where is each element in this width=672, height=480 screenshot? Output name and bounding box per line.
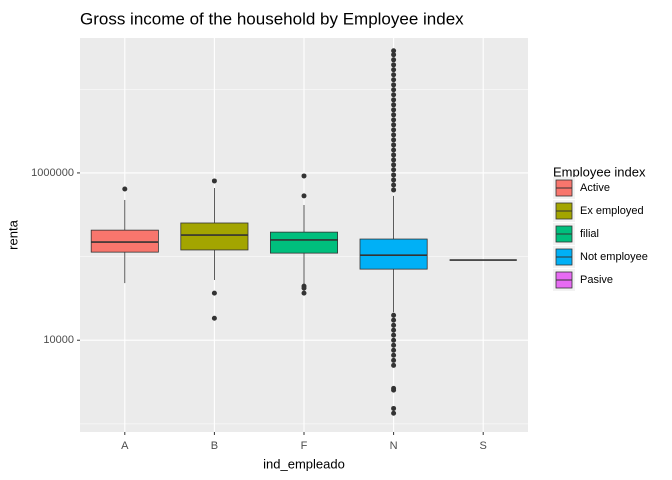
legend-label: Pasive — [580, 274, 613, 286]
x-tick-label: S — [480, 440, 487, 452]
outlier — [391, 127, 397, 133]
outlier — [391, 82, 397, 88]
outlier — [391, 117, 397, 123]
box — [90, 229, 159, 253]
outlier — [211, 178, 217, 184]
x-tick-label: A — [121, 440, 129, 452]
outlier — [211, 315, 217, 321]
legend-label: filial — [580, 228, 599, 240]
outlier — [391, 357, 397, 363]
outlier — [391, 77, 397, 83]
box — [180, 222, 249, 251]
outlier — [391, 67, 397, 73]
x-tick-label: F — [301, 440, 308, 452]
legend-label: Ex employed — [580, 205, 644, 217]
outlier — [391, 48, 397, 54]
outlier — [391, 162, 397, 168]
box — [269, 231, 338, 254]
outlier — [391, 337, 397, 343]
outlier — [391, 177, 397, 183]
chart-title: Gross income of the household by Employe… — [80, 9, 464, 28]
outlier — [301, 193, 307, 199]
outlier — [391, 142, 397, 148]
outlier — [391, 92, 397, 98]
outlier — [391, 342, 397, 348]
outlier — [391, 107, 397, 113]
outlier — [391, 52, 397, 58]
outlier — [391, 72, 397, 78]
outlier — [391, 172, 397, 178]
outlier — [301, 290, 307, 296]
outlier — [391, 187, 397, 193]
outlier — [391, 147, 397, 153]
outlier — [391, 157, 397, 163]
legend-title: Employee index — [553, 164, 646, 179]
outlier — [391, 312, 397, 318]
outlier — [301, 173, 307, 179]
y-tick-label: 1000000 — [31, 167, 74, 179]
outlier — [211, 290, 217, 296]
box — [359, 238, 428, 270]
outlier — [391, 405, 397, 411]
outlier — [391, 152, 397, 158]
outlier — [391, 137, 397, 143]
outlier — [391, 387, 397, 393]
legend-label: Active — [580, 182, 610, 194]
outlier — [391, 132, 397, 138]
outlier — [391, 322, 397, 328]
outlier — [391, 57, 397, 63]
legend-label: Not employee — [580, 251, 648, 263]
outlier — [391, 317, 397, 323]
outlier — [391, 97, 397, 103]
outlier — [391, 332, 397, 338]
x-tick-label: N — [390, 440, 398, 452]
outlier — [391, 327, 397, 333]
outlier — [391, 112, 397, 118]
outlier — [391, 102, 397, 108]
outlier — [391, 167, 397, 173]
outlier — [301, 285, 307, 291]
outlier — [391, 352, 397, 358]
x-tick-label: B — [211, 440, 218, 452]
outlier — [391, 347, 397, 353]
y-axis-label: renta — [5, 219, 20, 249]
y-tick-label: 10000 — [43, 334, 74, 346]
outlier — [391, 362, 397, 368]
outlier — [391, 182, 397, 188]
outlier — [391, 87, 397, 93]
outlier — [391, 410, 397, 416]
x-axis-label: ind_empleado — [263, 456, 345, 471]
outlier — [391, 122, 397, 128]
outlier — [122, 186, 128, 192]
outlier — [391, 62, 397, 68]
